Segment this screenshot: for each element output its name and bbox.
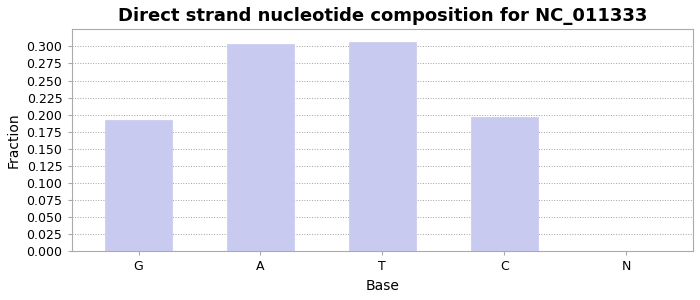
Bar [349,42,416,251]
Bar [227,44,294,251]
X-axis label: Base: Base [365,279,399,293]
Y-axis label: Fraction: Fraction [7,112,21,168]
Bar [105,119,172,251]
Bar [470,117,538,251]
Title: Direct strand nucleotide composition for NC_011333: Direct strand nucleotide composition for… [118,7,647,25]
